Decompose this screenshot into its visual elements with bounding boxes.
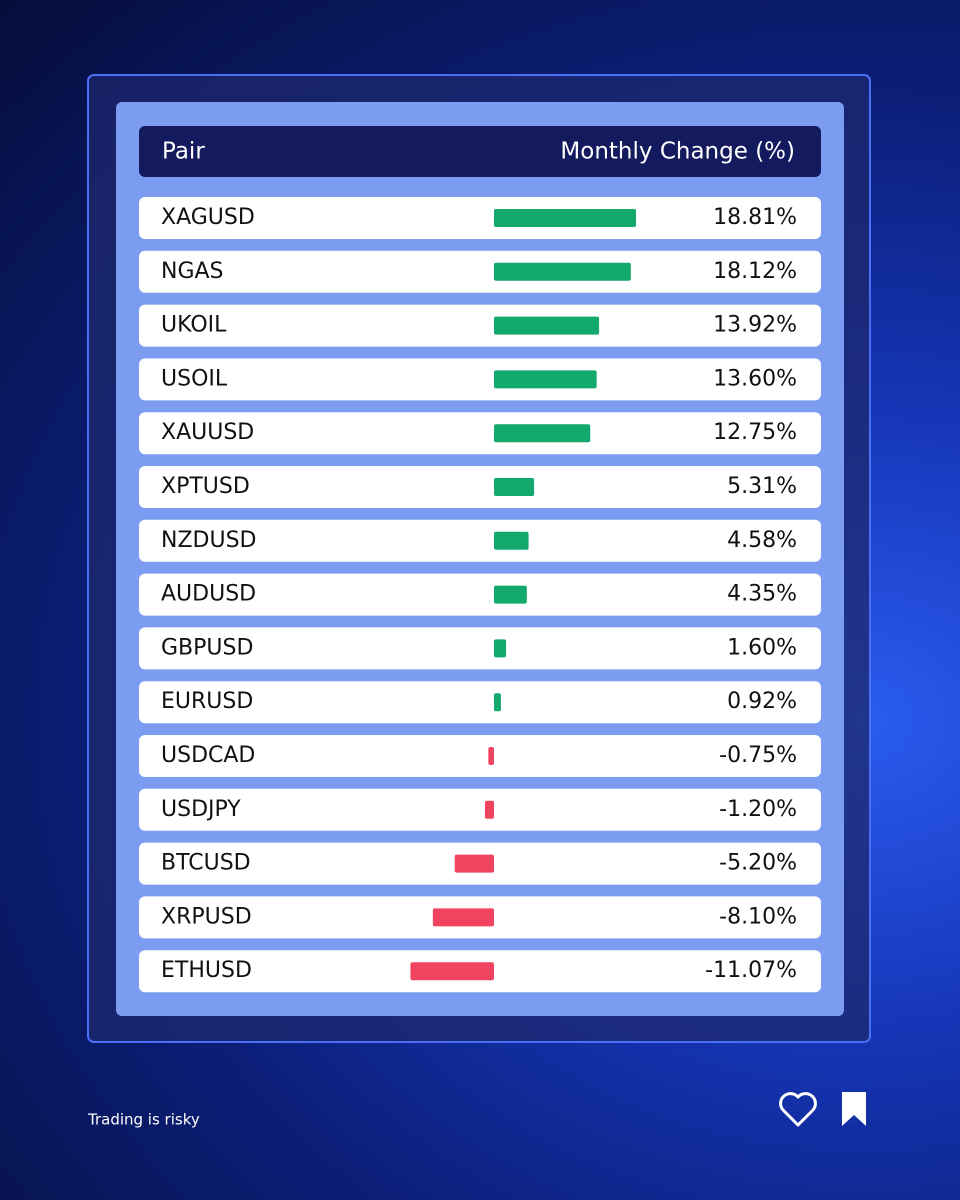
bar	[454, 854, 494, 873]
bar	[494, 531, 529, 550]
header-bar	[139, 126, 821, 177]
value-label: -1.20%	[719, 797, 797, 822]
pair-label: USDJPY	[161, 797, 241, 822]
value-label: 13.92%	[713, 313, 797, 338]
pair-label: AUDUSD	[161, 582, 256, 607]
bookmark-icon[interactable]	[842, 1092, 866, 1126]
row	[139, 681, 821, 724]
value-header: Monthly Change (%)	[560, 139, 795, 165]
pair-label: EURUSD	[161, 689, 253, 714]
value-label: 0.92%	[727, 689, 797, 714]
pair-label: BTCUSD	[161, 851, 251, 876]
value-label: -11.07%	[705, 958, 797, 983]
bar	[488, 747, 494, 765]
value-label: 12.75%	[713, 420, 797, 445]
row	[139, 519, 821, 562]
pair-label: GBPUSD	[161, 635, 253, 660]
like-icon[interactable]	[779, 1092, 817, 1127]
value-label: -8.10%	[719, 904, 797, 929]
bar	[494, 478, 535, 496]
value-label: 5.31%	[727, 474, 797, 499]
category-header: Pair	[162, 139, 205, 165]
pair-label: ETHUSD	[161, 958, 252, 983]
value-label: 18.81%	[713, 205, 797, 230]
pair-label: USDCAD	[161, 743, 255, 768]
pair-label: NGAS	[161, 259, 224, 284]
bar	[494, 209, 636, 227]
bar	[494, 639, 507, 658]
bar	[494, 424, 591, 443]
bar	[494, 585, 527, 604]
row	[139, 250, 821, 293]
footer-note: Trading is risky	[87, 1111, 200, 1129]
row	[139, 358, 821, 401]
value-label: -0.75%	[719, 743, 797, 768]
value-label: -5.20%	[719, 851, 797, 876]
row	[139, 788, 821, 831]
value-label: 4.35%	[727, 582, 797, 607]
value-label: 4.58%	[727, 528, 797, 553]
row	[139, 466, 821, 508]
bar	[494, 693, 501, 712]
row	[139, 304, 821, 347]
pair-label: UKOIL	[161, 313, 227, 338]
row	[139, 197, 821, 239]
bar	[494, 316, 600, 335]
pair-label: XAUUSD	[161, 420, 254, 445]
row	[139, 735, 821, 777]
value-label: 1.60%	[727, 635, 797, 660]
value-label: 13.60%	[713, 366, 797, 391]
row	[139, 627, 821, 670]
value-label: 18.12%	[713, 259, 797, 284]
bar	[494, 370, 597, 389]
bar	[432, 908, 494, 927]
pair-label: NZDUSD	[161, 528, 256, 553]
pair-label: XPTUSD	[161, 474, 250, 499]
pair-label: XRPUSD	[161, 904, 252, 929]
pair-label: USOIL	[161, 366, 228, 391]
row	[139, 573, 821, 616]
bar	[484, 800, 494, 819]
bar	[410, 962, 494, 981]
row	[139, 412, 821, 455]
bar	[494, 262, 631, 281]
pair-label: XAGUSD	[161, 205, 255, 230]
